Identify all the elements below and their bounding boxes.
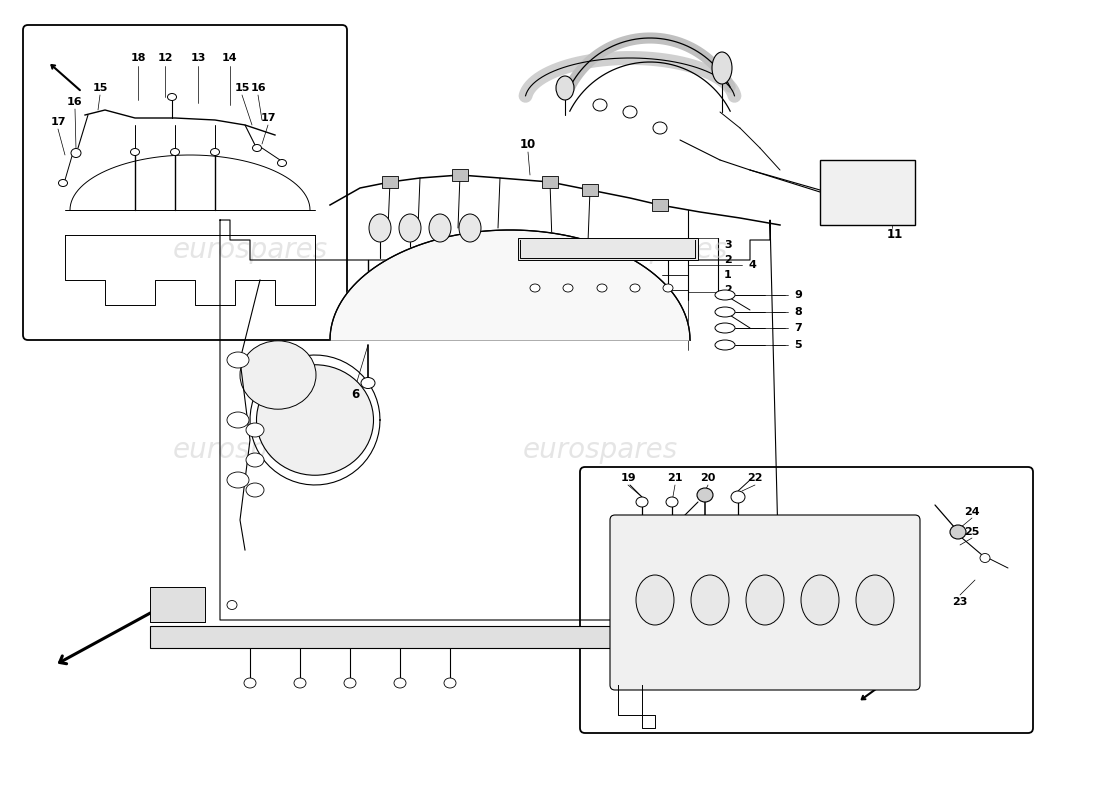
Text: 21: 21: [668, 473, 683, 483]
Text: eurospares: eurospares: [173, 236, 328, 264]
Ellipse shape: [227, 601, 236, 610]
Text: 18: 18: [130, 53, 145, 63]
Text: 14: 14: [222, 53, 238, 63]
FancyBboxPatch shape: [820, 160, 915, 225]
Ellipse shape: [256, 365, 374, 475]
Text: 3: 3: [724, 240, 732, 250]
Ellipse shape: [167, 94, 176, 101]
Text: 15: 15: [92, 83, 108, 93]
Ellipse shape: [697, 488, 713, 502]
Ellipse shape: [691, 575, 729, 625]
Ellipse shape: [58, 179, 67, 186]
Ellipse shape: [246, 453, 264, 467]
Ellipse shape: [746, 575, 784, 625]
Bar: [382, 176, 398, 188]
FancyBboxPatch shape: [150, 587, 205, 622]
Ellipse shape: [732, 491, 745, 503]
Ellipse shape: [227, 352, 249, 368]
Ellipse shape: [170, 149, 179, 155]
Ellipse shape: [663, 284, 673, 292]
Polygon shape: [330, 230, 690, 340]
Ellipse shape: [246, 423, 264, 437]
Ellipse shape: [653, 122, 667, 134]
Text: 5: 5: [794, 340, 802, 350]
Ellipse shape: [856, 575, 894, 625]
Text: 9: 9: [794, 290, 802, 300]
Ellipse shape: [459, 214, 481, 242]
Text: 19: 19: [620, 473, 636, 483]
Text: 24: 24: [965, 507, 980, 517]
Ellipse shape: [429, 214, 451, 242]
Text: 16: 16: [250, 83, 266, 93]
Ellipse shape: [294, 678, 306, 688]
Ellipse shape: [227, 472, 249, 488]
Text: eurospares: eurospares: [173, 436, 328, 464]
Text: eurospares: eurospares: [572, 236, 727, 264]
Ellipse shape: [368, 214, 390, 242]
Text: 16: 16: [67, 97, 82, 107]
Text: 8: 8: [794, 307, 802, 317]
Ellipse shape: [227, 412, 249, 428]
Ellipse shape: [715, 340, 735, 350]
Ellipse shape: [593, 99, 607, 111]
Ellipse shape: [623, 106, 637, 118]
Ellipse shape: [980, 554, 990, 562]
Bar: [518, 238, 698, 260]
Ellipse shape: [277, 159, 286, 166]
Ellipse shape: [246, 483, 264, 497]
Ellipse shape: [563, 284, 573, 292]
Text: 25: 25: [965, 527, 980, 537]
Ellipse shape: [361, 378, 375, 389]
Text: 17: 17: [261, 113, 276, 123]
FancyBboxPatch shape: [610, 515, 920, 690]
Ellipse shape: [210, 149, 220, 155]
Ellipse shape: [399, 214, 421, 242]
Ellipse shape: [72, 149, 81, 158]
Ellipse shape: [636, 497, 648, 507]
Bar: [542, 176, 558, 188]
Text: 2: 2: [724, 255, 732, 265]
Text: 1: 1: [724, 270, 732, 280]
Bar: [150, 626, 630, 648]
Ellipse shape: [636, 575, 674, 625]
Ellipse shape: [715, 290, 735, 300]
Bar: [452, 169, 468, 181]
Ellipse shape: [394, 678, 406, 688]
FancyBboxPatch shape: [23, 25, 346, 340]
Text: 23: 23: [953, 597, 968, 607]
Ellipse shape: [556, 76, 574, 100]
Text: eurospares: eurospares: [522, 436, 678, 464]
Ellipse shape: [715, 307, 735, 317]
Ellipse shape: [131, 149, 140, 155]
Text: 6: 6: [351, 389, 359, 402]
Ellipse shape: [630, 284, 640, 292]
Text: 11: 11: [887, 229, 903, 242]
Text: 7: 7: [794, 323, 802, 333]
Text: 12: 12: [157, 53, 173, 63]
Ellipse shape: [244, 678, 256, 688]
Ellipse shape: [344, 678, 356, 688]
Text: 13: 13: [190, 53, 206, 63]
Ellipse shape: [801, 575, 839, 625]
Ellipse shape: [240, 341, 316, 410]
Bar: [652, 199, 668, 211]
Text: 2: 2: [724, 285, 732, 295]
Ellipse shape: [950, 525, 966, 539]
Text: 15: 15: [234, 83, 250, 93]
Text: 10: 10: [520, 138, 536, 151]
Text: 4: 4: [748, 260, 756, 270]
Ellipse shape: [597, 284, 607, 292]
Ellipse shape: [715, 323, 735, 333]
Ellipse shape: [444, 678, 456, 688]
Text: 17: 17: [51, 117, 66, 127]
Bar: [582, 184, 598, 196]
Text: 22: 22: [747, 473, 762, 483]
Text: 20: 20: [701, 473, 716, 483]
Ellipse shape: [253, 145, 262, 151]
FancyBboxPatch shape: [580, 467, 1033, 733]
Ellipse shape: [530, 284, 540, 292]
Ellipse shape: [712, 52, 732, 84]
Ellipse shape: [666, 497, 678, 507]
